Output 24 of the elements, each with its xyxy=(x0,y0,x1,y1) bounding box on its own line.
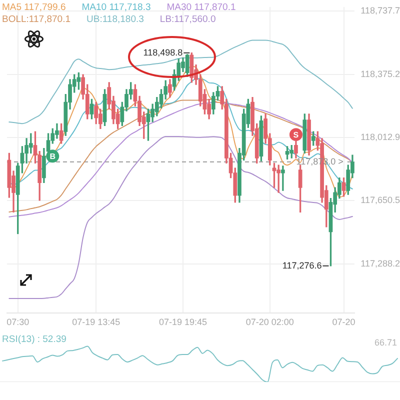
x-tick-label: 07-20 02:00 xyxy=(246,317,294,328)
y-tick-label: 118,737.7 xyxy=(360,6,400,16)
text: MA5 117,799.6 xyxy=(2,2,66,13)
x-tick-label: 07:30 xyxy=(6,317,30,328)
annotation: 66.71 xyxy=(374,337,397,348)
y-tick-label: 117,650.5 xyxy=(360,195,400,206)
candlestick xyxy=(281,166,285,191)
y-tick-label: 117,288.2 xyxy=(360,258,400,268)
y-tick-label: 118,375.2 xyxy=(360,68,400,79)
x-tick-label: 07-19 19:45 xyxy=(158,317,208,328)
text: BOLL:117,870.1 xyxy=(2,14,70,25)
y-tick-label: 118,012.9 xyxy=(360,132,400,142)
text: MA10 117,718.3 xyxy=(82,2,151,13)
text: UB:118,180.3 xyxy=(86,14,144,25)
text: LB:117,560.0 xyxy=(160,14,216,25)
x-tick-label: 07-20 xyxy=(332,317,356,328)
series-label: S xyxy=(293,130,300,140)
text: MA30 117,870.1 xyxy=(166,2,236,13)
series-label: B xyxy=(50,152,56,161)
line-series xyxy=(8,40,353,124)
series-label: RSI(13) : 52.39 xyxy=(2,334,66,345)
annotation: 118,498.8 xyxy=(143,47,183,58)
annotation: 117,276.6 xyxy=(282,260,322,270)
x-tick-label: 07-19 13:45 xyxy=(72,317,120,328)
